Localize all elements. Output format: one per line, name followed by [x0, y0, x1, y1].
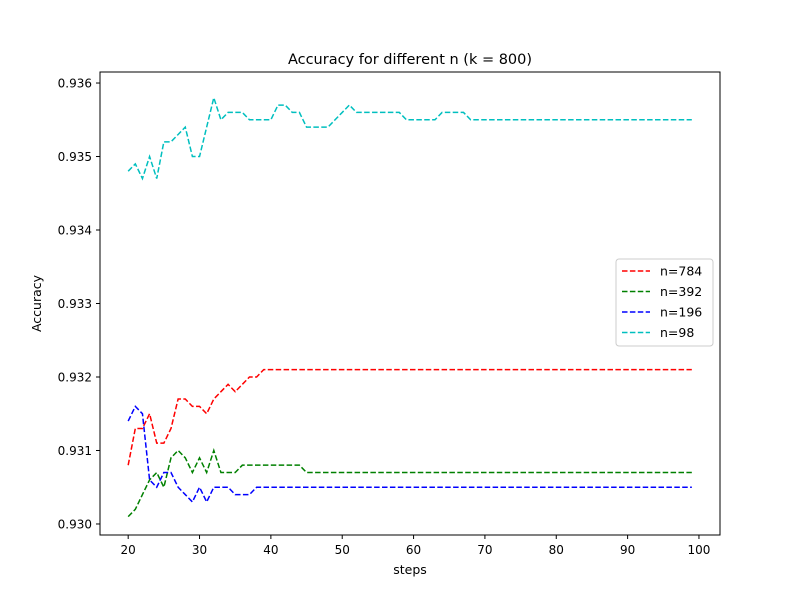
- x-tick-label: 40: [263, 543, 278, 557]
- x-tick-label: 90: [620, 543, 635, 557]
- x-axis-label: steps: [393, 562, 427, 577]
- x-tick-label: 60: [406, 543, 421, 557]
- y-tick-label: 0.932: [58, 370, 92, 384]
- x-tick-label: 50: [335, 543, 350, 557]
- series-layer: [127, 94, 692, 518]
- x-axis-ticks: 20 30 40 50 60 70 80 90 100: [121, 535, 710, 557]
- series-line-n-392: [127, 448, 692, 518]
- legend-label: n=784: [660, 264, 702, 279]
- legend-box: [615, 258, 714, 347]
- x-tick-label: 100: [687, 543, 710, 557]
- x-tick-label: 70: [477, 543, 492, 557]
- y-tick-label: 0.934: [58, 224, 92, 238]
- y-axis-ticks: 0.930 0.931 0.932 0.933 0.934 0.935 0.936: [58, 77, 100, 531]
- legend-label: n=392: [660, 284, 702, 299]
- y-tick-label: 0.936: [58, 77, 92, 91]
- y-tick-label: 0.933: [58, 297, 92, 311]
- y-axis-label: Accuracy: [29, 274, 44, 332]
- x-tick-label: 30: [192, 543, 207, 557]
- series-line-n-98: [127, 94, 692, 181]
- x-tick-label: 20: [121, 543, 136, 557]
- y-tick-label: 0.930: [58, 517, 92, 531]
- legend-label: n=98: [660, 325, 694, 340]
- y-tick-label: 0.935: [58, 150, 92, 164]
- x-tick-label: 80: [549, 543, 564, 557]
- legend: n=784 n=392 n=196 n=98: [615, 258, 714, 347]
- chart-title: Accuracy for different n (k = 800): [288, 52, 532, 68]
- series-line-n-196: [127, 405, 692, 504]
- legend-label: n=196: [660, 305, 702, 320]
- y-tick-label: 0.931: [58, 444, 92, 458]
- series-line-n-784: [127, 368, 692, 466]
